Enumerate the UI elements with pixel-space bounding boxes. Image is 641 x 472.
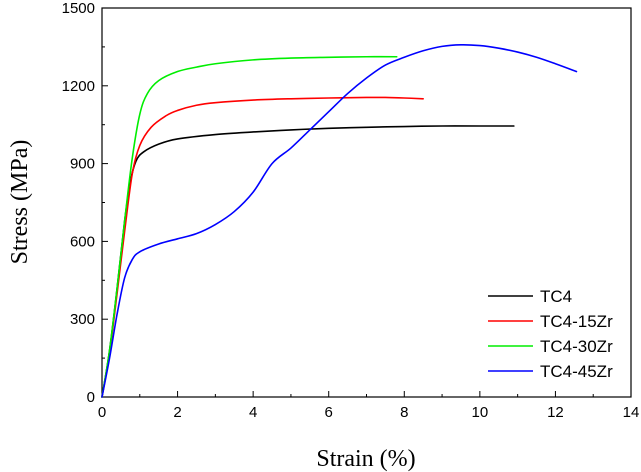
- y-tick-label-600: 600: [70, 233, 95, 250]
- series-line-tc4-15zr: [101, 96, 424, 398]
- legend-label-tc4-45zr: TC4-45Zr: [540, 362, 613, 381]
- legend-label-tc4: TC4: [540, 287, 572, 306]
- y-tick-label-0: 0: [87, 389, 95, 406]
- legend: TC4 TC4-15Zr TC4-30Zr TC4-45Zr: [488, 287, 613, 381]
- x-tick-label-0: 0: [98, 404, 106, 421]
- x-tick-label-2: 2: [173, 404, 181, 421]
- series-line-tc4-45zr: [101, 44, 578, 398]
- y-tick-label-300: 300: [70, 311, 95, 328]
- series-line-tc4-30zr: [101, 55, 398, 398]
- y-axis-title: Stress (MPa): [7, 140, 33, 265]
- x-tick-label-10: 10: [472, 404, 489, 421]
- x-tick-label-4: 4: [249, 404, 257, 421]
- y-tick-label-1200: 1200: [62, 78, 95, 95]
- x-tick-label-8: 8: [400, 404, 408, 421]
- x-axis-title: Strain (%): [316, 446, 415, 472]
- x-tick-label-12: 12: [547, 404, 564, 421]
- axis-ticks: [101, 7, 632, 398]
- series-line-tc4: [101, 125, 515, 398]
- data-series: [101, 44, 578, 398]
- legend-label-tc4-15zr: TC4-15Zr: [540, 312, 613, 331]
- legend-label-tc4-30zr: TC4-30Zr: [540, 337, 613, 356]
- x-tick-label-6: 6: [325, 404, 333, 421]
- axis-tick-labels: 0 2 4 6 8 10 12 14 0 300 600 900 1200 1500: [62, 0, 640, 421]
- y-tick-label-900: 900: [70, 156, 95, 173]
- x-tick-label-14: 14: [623, 404, 640, 421]
- y-tick-label-1500: 1500: [62, 0, 95, 17]
